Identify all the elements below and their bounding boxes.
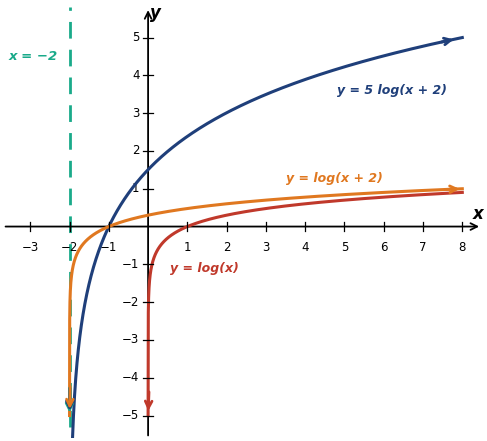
Text: 2: 2	[132, 145, 139, 157]
Text: 3: 3	[262, 241, 270, 254]
Text: −4: −4	[122, 371, 139, 384]
Text: y: y	[150, 4, 161, 22]
Text: 4: 4	[301, 241, 309, 254]
Text: −2: −2	[122, 295, 139, 309]
Text: 7: 7	[419, 241, 427, 254]
Text: 6: 6	[380, 241, 388, 254]
Text: −1: −1	[122, 258, 139, 271]
Text: 1: 1	[132, 182, 139, 195]
Text: y = log(x + 2): y = log(x + 2)	[285, 172, 382, 185]
Text: y = log(x): y = log(x)	[169, 262, 239, 275]
Text: y = 5 log(x + 2): y = 5 log(x + 2)	[337, 84, 447, 97]
Text: −3: −3	[21, 241, 39, 254]
Text: −5: −5	[122, 409, 139, 422]
Text: 5: 5	[132, 31, 139, 44]
Text: 5: 5	[341, 241, 348, 254]
Text: x = −2: x = −2	[9, 50, 58, 63]
Text: −1: −1	[100, 241, 117, 254]
Text: −3: −3	[122, 333, 139, 347]
Text: 2: 2	[223, 241, 230, 254]
Text: 4: 4	[132, 69, 139, 82]
Text: −2: −2	[61, 241, 78, 254]
Text: 1: 1	[184, 241, 191, 254]
Text: 3: 3	[132, 107, 139, 120]
Text: x: x	[473, 206, 484, 224]
Text: 8: 8	[459, 241, 466, 254]
